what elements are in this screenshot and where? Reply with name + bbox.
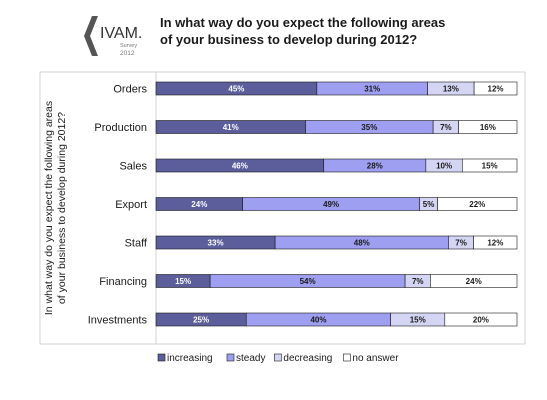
logo-brand: IVAM. [100, 25, 142, 42]
data-label: 13% [443, 85, 459, 94]
data-label: 10% [436, 162, 452, 171]
data-label: 15% [482, 162, 498, 171]
y-axis-label: In what way do you expect the following … [43, 101, 68, 315]
legend-swatch [274, 353, 282, 362]
data-label: 48% [354, 239, 370, 248]
bars: 45% 31% 13% 12% 41% 35% 7% 16% 46% 28% 10% 15% 24% 49… [155, 81, 518, 327]
bar-segment [444, 312, 518, 327]
y-axis-label-line-2: of your business to develop during 2012? [56, 112, 68, 304]
logo-year: 2012 [120, 50, 135, 57]
logo-chevron-icon [84, 16, 98, 56]
bar-segment [473, 81, 518, 96]
data-label: 12% [487, 239, 503, 248]
category-label: Staff [125, 238, 148, 250]
category-label: Investments [88, 315, 148, 327]
data-label: 16% [480, 123, 496, 132]
legend-label: increasing [167, 353, 213, 364]
data-label: 31% [364, 85, 380, 94]
data-label: 40% [310, 316, 326, 325]
data-label: 41% [223, 123, 239, 132]
ivam-logo: IVAM. Survey 2012 [84, 16, 142, 57]
category-labels: Orders Production Sales Export Staff Financin… [88, 84, 148, 327]
data-label: 22% [469, 200, 485, 209]
category-label: Sales [119, 161, 147, 173]
legend-label: no answer [352, 353, 399, 364]
data-label: 7% [412, 277, 424, 286]
data-label: 24% [466, 277, 482, 286]
data-label: 20% [473, 316, 489, 325]
legend-swatch [157, 353, 166, 362]
category-label: Export [115, 199, 147, 211]
data-label: 25% [193, 316, 209, 325]
data-label: 12% [488, 85, 504, 94]
bar-segment [430, 274, 518, 288]
legend-swatch [343, 353, 351, 362]
data-label: 15% [410, 316, 426, 325]
data-label: 5% [423, 200, 435, 209]
chart-title-line-2: of your business to develop during 2012? [160, 32, 418, 47]
bar-segment [458, 120, 518, 134]
data-label: 35% [361, 123, 377, 132]
legend-swatch [226, 353, 235, 362]
category-label: Production [94, 122, 147, 134]
category-label: Orders [113, 84, 147, 96]
legend-label: decreasing [283, 353, 332, 364]
data-label: 54% [300, 277, 316, 286]
data-label: 28% [367, 162, 383, 171]
bar-segment [473, 235, 518, 250]
bar-segment [437, 197, 518, 211]
data-label: 7% [455, 239, 467, 248]
data-label: 49% [323, 200, 339, 209]
data-label: 45% [228, 85, 244, 94]
legend-label: steady [236, 353, 265, 364]
y-axis-label-line-1: In what way do you expect the following … [43, 101, 55, 315]
category-label: Financing [99, 276, 147, 288]
logo-sub: Survey [120, 43, 137, 49]
data-label: 7% [440, 123, 452, 132]
data-label: 24% [191, 200, 207, 209]
chart-title: In what way do you expect the following … [160, 14, 490, 48]
legend: increasing steady decreasing no answer [157, 353, 399, 364]
bar-segment [462, 158, 518, 173]
data-label: 46% [232, 162, 248, 171]
data-label: 15% [175, 277, 191, 286]
data-label: 33% [208, 239, 224, 248]
chart-title-line-1: In what way do you expect the following … [160, 15, 446, 30]
